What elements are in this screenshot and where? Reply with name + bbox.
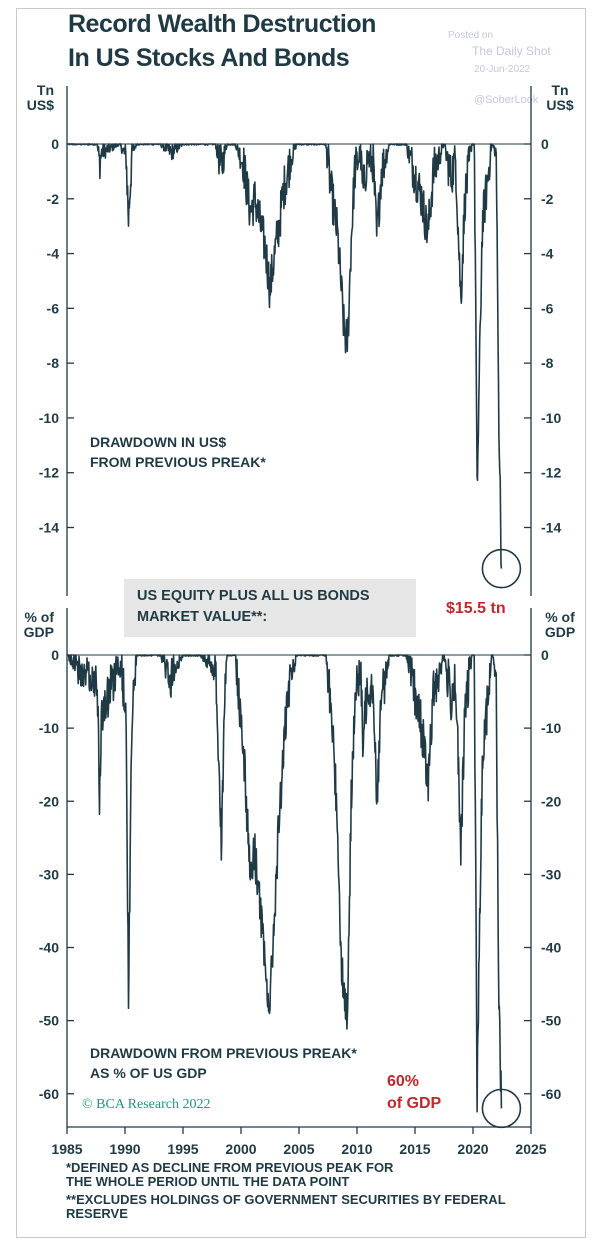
x-tick-label: 2005 <box>283 1141 314 1157</box>
y-tick-label-left: -40 <box>39 940 59 956</box>
drawdown-series-line <box>66 143 503 569</box>
y-tick-label-left: -2 <box>47 191 60 207</box>
y-tick-label-right: 0 <box>541 136 549 152</box>
y-tick-label-right: -30 <box>541 866 561 882</box>
watermark-posted-on: Posted on <box>448 30 494 41</box>
panel-annotation-line2: AS % OF US GDP <box>90 1065 207 1081</box>
y-tick-label-left: -6 <box>47 300 60 316</box>
y-tick-label-left: -10 <box>39 720 59 736</box>
trough-circle <box>481 548 522 589</box>
y-unit-right-line2: GDP <box>545 624 575 640</box>
y-tick-label-right: -8 <box>541 355 554 371</box>
y-unit-right-line1: % of <box>545 609 575 625</box>
chart-frame <box>16 8 586 1238</box>
footnote-line1: *DEFINED AS DECLINE FROM PREVIOUS PEAK F… <box>66 1160 394 1175</box>
chart-title-line2: In US Stocks And Bonds <box>68 44 350 72</box>
y-unit-left-line2: GDP <box>24 624 54 640</box>
x-tick-label: 1995 <box>167 1141 198 1157</box>
x-tick-label: 2010 <box>341 1141 372 1157</box>
y-tick-label-left: -8 <box>47 355 60 371</box>
chart-title-line1: Record Wealth Destruction <box>68 10 376 38</box>
footnote-line2: THE WHOLE PERIOD UNTIL THE DATA POINT <box>66 1174 350 1189</box>
y-tick-label-left: -4 <box>47 246 60 262</box>
y-unit-right-line1: Tn <box>551 82 568 98</box>
top-panel: 0 0-2 -2-4 -4-6 -6-8 -8-10 -10-12 -12-14 -14TnUS… <box>27 82 574 617</box>
y-tick-label-left: -20 <box>39 793 59 809</box>
panel-annotation-line1: DRAWDOWN FROM PREVIOUS PREAK* <box>90 1045 357 1061</box>
y-tick-label-right: -10 <box>541 720 561 736</box>
callout-value-line1: 60% <box>387 1073 419 1090</box>
y-tick-label-right: -10 <box>541 410 561 426</box>
y-tick-label-right: 0 <box>541 647 549 663</box>
y-tick-label-right: -12 <box>541 465 561 481</box>
y-tick-label-left: -10 <box>39 410 59 426</box>
callout-value: $15.5 tn <box>446 600 506 617</box>
y-tick-label-right: -14 <box>541 520 561 536</box>
x-tick-label: 1990 <box>109 1141 140 1157</box>
x-tick-label: 2020 <box>457 1141 488 1157</box>
watermark-handle: @SoberLook <box>474 94 539 106</box>
y-tick-label-right: -6 <box>541 300 554 316</box>
x-axis: 1985 1990 1995 2000 2005 2010 2015 2020 2025 <box>51 1126 547 1157</box>
watermark-date: 20-Jun-2022 <box>474 64 531 75</box>
x-tick-label: 1985 <box>51 1141 82 1157</box>
y-tick-label-left: 0 <box>51 647 59 663</box>
footnote-line3: **EXCLUDES HOLDINGS OF GOVERNMENT SECURI… <box>66 1192 506 1207</box>
callout-value-line2: of GDP <box>387 1095 442 1112</box>
market-value-label-box: US EQUITY PLUS ALL US BONDS MARKET VALUE… <box>124 579 416 637</box>
x-tick-label: 2000 <box>225 1141 256 1157</box>
copyright-label: © BCA Research 2022 <box>82 1097 211 1112</box>
watermark-source: The Daily Shot <box>472 44 551 58</box>
y-tick-label-right: -20 <box>541 793 561 809</box>
y-tick-label-left: -50 <box>39 1013 59 1029</box>
footnote-line4: RESERVE <box>66 1206 128 1221</box>
y-tick-label-left: -60 <box>39 1086 59 1102</box>
y-tick-label-left: -14 <box>39 520 59 536</box>
y-tick-label-right: -4 <box>541 246 554 262</box>
y-tick-label-right: -2 <box>541 191 554 207</box>
y-unit-left-line2: US$ <box>27 97 54 113</box>
panel-annotation-line2: FROM PREVIOUS PREAK* <box>90 454 266 470</box>
x-tick-label: 2025 <box>515 1141 546 1157</box>
market-value-label-line2: MARKET VALUE**: <box>137 609 268 625</box>
y-unit-right-line2: US$ <box>546 97 573 113</box>
y-tick-label-left: -12 <box>39 465 59 481</box>
y-unit-left-line1: % of <box>24 609 54 625</box>
panel-annotation-line1: DRAWDOWN IN US$ <box>90 434 226 450</box>
y-tick-label-right: -60 <box>541 1086 561 1102</box>
y-tick-label-right: -40 <box>541 940 561 956</box>
y-tick-label-right: -50 <box>541 1013 561 1029</box>
y-unit-left-line1: Tn <box>37 82 54 98</box>
x-tick-label: 2015 <box>399 1141 430 1157</box>
market-value-label-line1: US EQUITY PLUS ALL US BONDS <box>137 588 370 604</box>
drawdown-series-line <box>66 654 503 1113</box>
bottom-panel: 0 0 -10 -10 -20 -20 -30 -30 -40 -40 -50 -50 -60 -60 % … <box>24 608 575 1129</box>
y-tick-label-left: -30 <box>39 866 59 882</box>
y-tick-label-left: 0 <box>51 136 59 152</box>
